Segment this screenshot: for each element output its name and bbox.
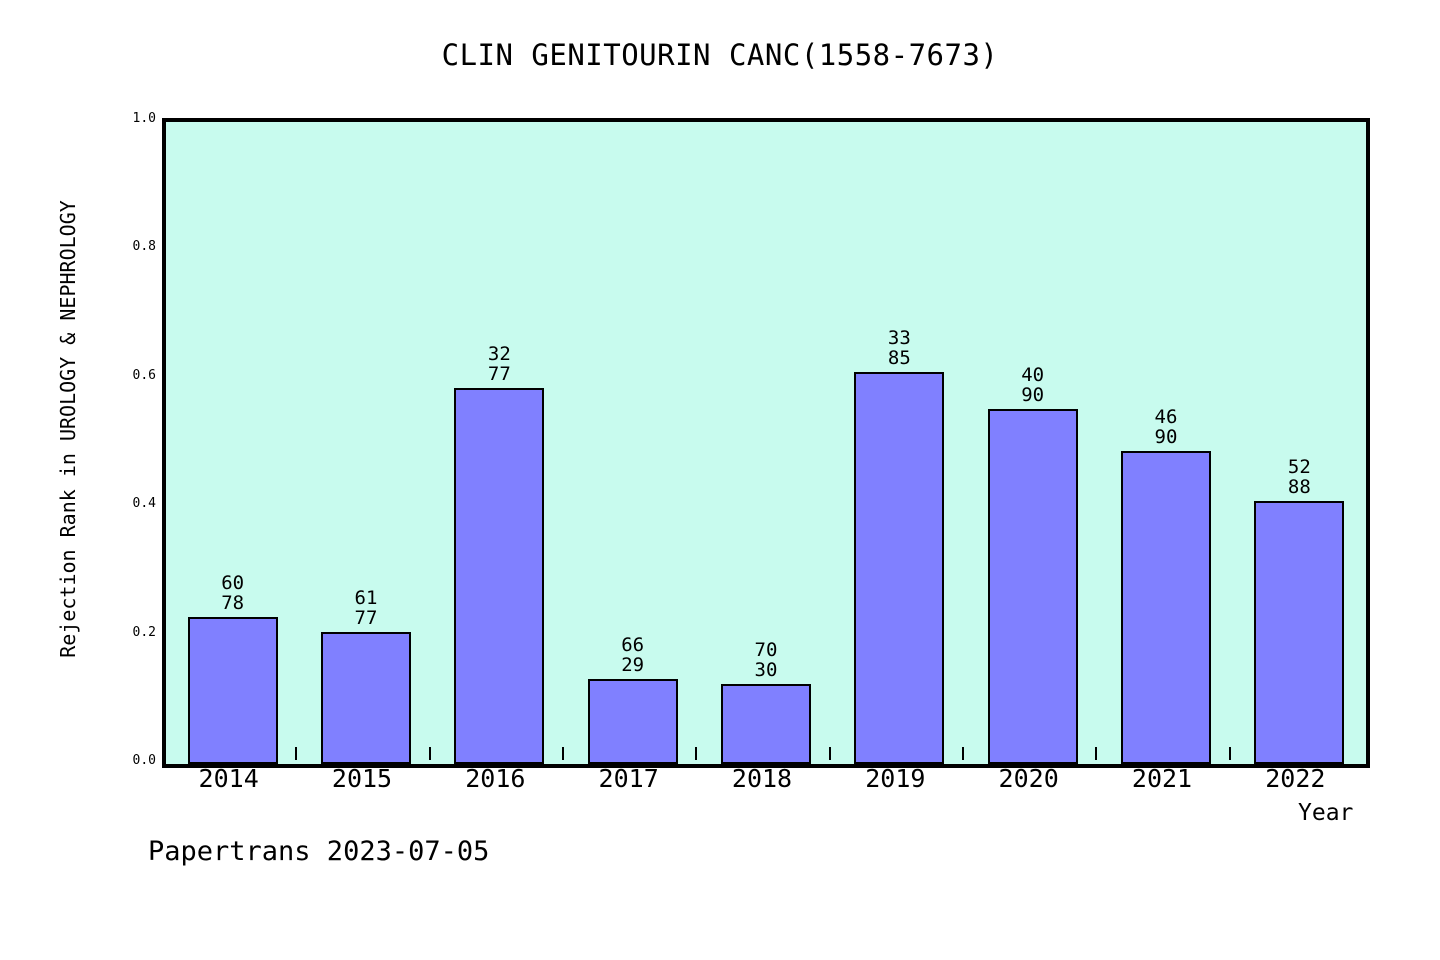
y-axis-tick-labels: 0.0 0.2 0.4 0.6 0.8 1.0 [108,112,156,767]
y-axis-tick-label: 0.2 [132,624,156,640]
y-axis-tick-label: 0.4 [132,496,156,512]
x-axis-tick-mark [1228,747,1231,760]
x-axis-tick-label-2018: 2018 [731,764,793,793]
bar-value-label: 70 30 [754,638,778,681]
x-axis-tick-labels: 2014 2015 2016 2017 2018 2019 2020 2021 2022 [162,764,1362,798]
x-axis-tick-mark [962,747,964,760]
bar-2021[interactable] [1121,450,1211,764]
x-axis-tick-marks [162,747,1362,761]
bar-2016[interactable] [454,388,545,764]
x-axis-tick-label-2015: 2015 [331,764,393,793]
x-axis-tick-mark [295,747,298,760]
footer-note: Papertrans 2023-07-05 [148,836,490,867]
bar-2014[interactable] [187,616,278,764]
x-axis-tick-label-2020: 2020 [998,764,1059,793]
y-axis-tick-label: 0.6 [132,367,156,383]
x-axis-tick-label-2019: 2019 [865,764,926,793]
bar-value-label: 33 85 [887,327,911,370]
x-axis-tick-label-2016: 2016 [465,764,526,793]
bar-2015[interactable] [321,632,411,764]
bar-value-label: 32 77 [487,343,511,386]
x-axis-tick-mark [828,747,831,760]
x-axis-tick-label-2017: 2017 [598,764,659,793]
bar-value-label: 60 78 [221,571,245,614]
bar-value-label: 66 29 [621,634,645,677]
x-axis-tick-label-2014: 2014 [198,764,259,793]
x-axis-tick-label-2021: 2021 [1131,764,1193,793]
x-axis-tick-mark [562,747,564,760]
y-axis-tick-label: 0.8 [132,239,156,255]
bar-2019[interactable] [854,372,945,764]
x-axis-tick-label-2022: 2022 [1265,764,1326,793]
plot-area: 60 78 61 77 32 77 66 29 70 30 33 85 40 90 46 90… [162,118,1370,768]
bar-2018[interactable] [721,683,811,764]
x-axis-tick-mark [428,747,431,760]
bar-2022[interactable] [1254,500,1345,764]
x-axis-tick-mark [1095,747,1098,760]
bar-2020[interactable] [987,408,1078,764]
y-axis-title: Rejection Rank in UROLOGY & NEPHROLOGY [56,200,80,658]
x-axis-title: Year [1298,800,1354,826]
y-axis-tick-label: 0.0 [132,753,156,768]
x-axis-tick-mark [695,747,698,760]
bar-2017[interactable] [587,679,678,764]
y-axis-tick-label: 1.0 [132,111,156,126]
chart-title: CLIN GENITOURIN CANC(1558-7673) [441,38,999,72]
bar-value-label: 61 77 [354,587,378,630]
bar-value-label: 46 90 [1154,405,1178,448]
bar-value-label: 52 88 [1287,455,1311,498]
bar-value-label: 40 90 [1021,363,1045,406]
plot-inner: 60 78 61 77 32 77 66 29 70 30 33 85 40 90 46 90… [166,122,1366,764]
